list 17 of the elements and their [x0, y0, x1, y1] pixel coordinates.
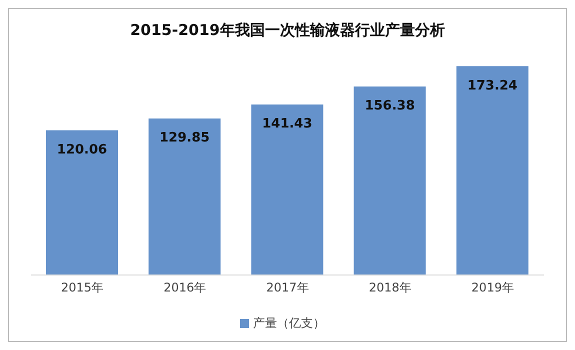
bar	[148, 118, 221, 275]
data-label: 141.43	[262, 116, 312, 132]
bar	[46, 130, 118, 275]
x-tick-label: 2017年	[266, 280, 309, 295]
bar	[251, 104, 324, 275]
x-tick-label: 2019年	[471, 280, 514, 295]
x-tick-label: 2015年	[61, 280, 104, 295]
legend-label: 产量（亿支）	[253, 316, 325, 330]
chart-title: 2015-2019年我国一次性输液器行业产量分析	[129, 21, 446, 40]
bar	[456, 66, 528, 275]
data-label: 129.85	[160, 130, 210, 146]
x-tick-label: 2016年	[164, 280, 206, 295]
x-tick-label: 2018年	[368, 280, 412, 295]
bar	[354, 86, 426, 275]
data-label: 156.38	[364, 98, 415, 114]
data-label: 173.24	[467, 78, 518, 94]
data-label: 120.06	[56, 142, 108, 158]
